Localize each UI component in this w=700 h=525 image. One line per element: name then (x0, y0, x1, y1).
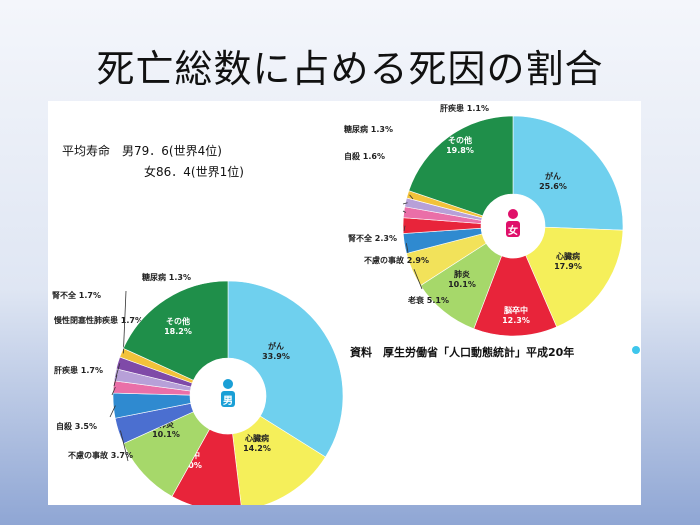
slice-その他 (408, 115, 514, 217)
life-expectancy-female: 女86．4(世界1位) (144, 165, 244, 179)
slice-value: 10.1% (152, 430, 180, 439)
leader-line (413, 269, 423, 290)
slice-value: 10.1% (448, 280, 476, 289)
leader-line (120, 430, 129, 462)
slice-その他 (122, 280, 229, 381)
source-dot (632, 346, 640, 354)
leader-line (402, 210, 407, 213)
slice-value: 19.8% (446, 146, 474, 155)
slice-がん (227, 280, 344, 458)
person-body (221, 391, 235, 407)
slice-label: がん (545, 171, 561, 181)
leader-line (113, 375, 118, 387)
slice-label: 自殺 1.6% (344, 151, 385, 161)
slice-label: 肝疾患 1.1% (440, 103, 489, 113)
leader-line (403, 225, 406, 232)
slice-label: 肝疾患 1.7% (54, 365, 103, 375)
slice-がん (512, 115, 624, 231)
slice-label: 心臓病 (245, 433, 269, 443)
leader-line (122, 290, 127, 354)
life-expectancy-male: 平均寿命 男79．6(世界4位) (62, 144, 222, 158)
source-note: 資料 厚生労働省「人口動態統計」平成20年 (350, 346, 575, 359)
slice-label: 心臓病 (556, 251, 580, 261)
slice-label: 不慮の事故 2.9% (364, 255, 429, 265)
slice-label: 老衰 5.1% (407, 295, 449, 305)
slice-label: 自殺 3.5% (56, 421, 97, 431)
leader-line (109, 405, 116, 418)
leader-line (409, 194, 414, 200)
slice-label: 脳卒中 (503, 305, 528, 315)
figure-panel: 平均寿命 男79．6(世界4位) 女86．4(世界1位) 資料 厚生労働省「人口… (48, 101, 641, 505)
slice-value: 18.2% (164, 327, 192, 336)
leader-line (402, 202, 408, 205)
slice-心臓病 (232, 415, 326, 505)
slice-label: 腎不全 2.3% (348, 233, 397, 243)
slice-value: 25.6% (539, 182, 567, 191)
slice-label: 糖尿病 1.3% (344, 124, 393, 134)
slice-label: 慢性閉塞性肺疾患 1.7% (54, 315, 143, 325)
person-icon (508, 209, 518, 219)
leader-line (115, 363, 121, 378)
center-label: 女 (508, 224, 518, 237)
slice-label: がん (268, 341, 284, 351)
slice-value: 33.9% (262, 352, 290, 361)
slice-label: その他 (448, 135, 472, 145)
slice-value: 17.9% (554, 262, 582, 271)
slice-心臓病 (525, 226, 624, 328)
slice-label: 糖尿病 1.3% (142, 272, 191, 282)
slide-title: 死亡総数に占める死因の割合 (96, 47, 604, 91)
center-label: 男 (223, 395, 233, 407)
slice-label: 肺炎 (454, 269, 470, 279)
person-icon (223, 379, 233, 389)
slice-label: 不慮の事故 3.7% (68, 450, 133, 460)
slice-label: その他 (166, 316, 190, 326)
slice-value: 12.3% (502, 316, 530, 325)
slice-value: 14.2% (243, 444, 271, 453)
slice-label: 腎不全 1.7% (52, 290, 101, 300)
person-body (506, 221, 520, 237)
leader-line (405, 243, 409, 254)
leader-line (111, 386, 116, 396)
